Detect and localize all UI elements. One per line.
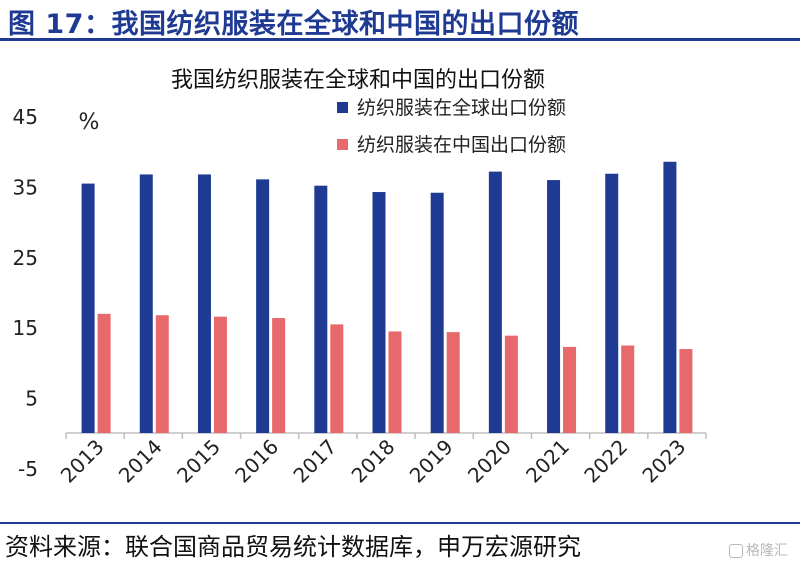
- watermark-text: 格隆汇: [746, 543, 788, 559]
- bar-global-share: [547, 180, 561, 433]
- y-tick-label: 15: [13, 316, 38, 340]
- bar-china-share: [330, 324, 344, 433]
- bar-china-share: [272, 318, 286, 433]
- bar-global-share: [139, 174, 153, 433]
- bar-china-share: [388, 331, 402, 433]
- x-tick-label: 2014: [114, 435, 167, 488]
- y-unit-label: %: [79, 110, 100, 135]
- bar-global-share: [81, 183, 95, 433]
- x-tick-label: 2021: [521, 435, 574, 488]
- x-tick-label: 2016: [230, 435, 283, 488]
- x-tick-label: 2017: [288, 435, 341, 488]
- bar-china-share: [621, 345, 635, 433]
- x-tick-label: 2019: [405, 435, 458, 488]
- bar-china-share: [213, 316, 227, 433]
- bar-global-share: [256, 179, 270, 433]
- bar-china-share: [679, 349, 693, 433]
- source-note: 资料来源：联合国商品贸易统计数据库，申万宏源研究: [5, 533, 581, 561]
- legend-swatch: [337, 139, 348, 150]
- watermark: 格隆汇: [729, 540, 788, 560]
- bar-global-share: [488, 171, 502, 433]
- bar-china-share: [97, 313, 111, 433]
- y-tick-label: -5: [18, 457, 38, 481]
- x-tick-label: 2015: [172, 435, 225, 488]
- bar-global-share: [605, 173, 619, 433]
- y-tick-label: 35: [13, 175, 38, 199]
- bar-global-share: [372, 192, 386, 433]
- legend-label: 纺织服装在中国出口份额: [357, 134, 566, 156]
- x-tick-label: 2020: [463, 435, 516, 488]
- bar-china-share: [504, 335, 518, 433]
- watermark-logo-icon: [729, 544, 743, 558]
- x-tick-label: 2022: [579, 435, 632, 488]
- figure-title: 图 17：我国纺织服装在全球和中国的出口份额: [8, 9, 579, 40]
- bar-china-share: [155, 315, 169, 433]
- x-tick-label: 2013: [56, 435, 109, 488]
- chart-title: 我国纺织服装在全球和中国的出口份额: [171, 68, 545, 93]
- legend-label: 纺织服装在全球出口份额: [357, 97, 566, 119]
- y-tick-label: 5: [25, 387, 38, 411]
- footer-divider: [0, 522, 800, 524]
- bar-global-share: [314, 185, 328, 433]
- y-tick-label: 25: [13, 246, 38, 270]
- x-tick-label: 2023: [637, 435, 690, 488]
- y-tick-label: 45: [13, 105, 38, 129]
- bar-china-share: [563, 346, 577, 433]
- bar-china-share: [446, 332, 460, 433]
- legend-swatch: [337, 102, 348, 113]
- x-tick-label: 2018: [347, 435, 400, 488]
- bar-global-share: [663, 161, 677, 433]
- figure-header: 图 17：我国纺织服装在全球和中国的出口份额: [0, 0, 800, 41]
- bar-global-share: [430, 192, 444, 433]
- bar-global-share: [197, 174, 211, 433]
